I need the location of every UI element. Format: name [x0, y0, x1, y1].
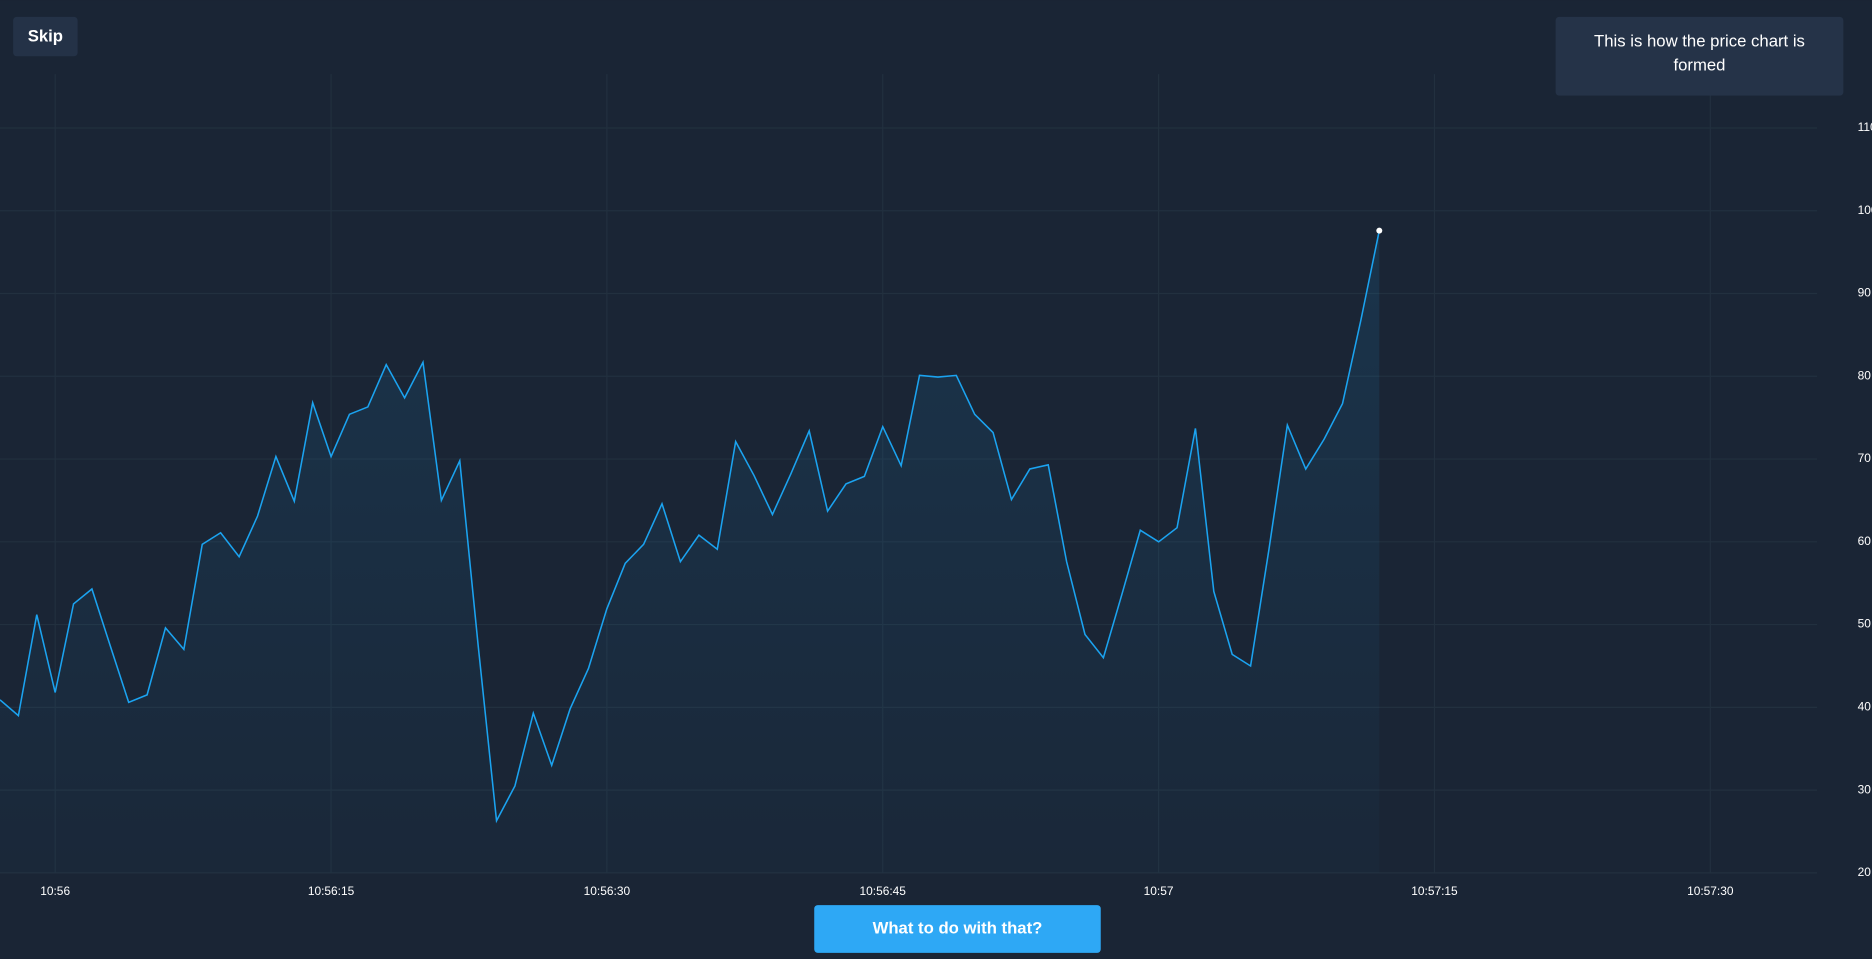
cta-label[interactable]: What to do with that? — [873, 918, 1043, 937]
skip-label[interactable]: Skip — [28, 27, 63, 46]
x-tick-label: 10:56:15 — [308, 884, 355, 898]
last-point — [1376, 227, 1383, 234]
y-tick-label: 50 — [1858, 617, 1872, 631]
x-tick-label: 10:56:45 — [860, 884, 907, 898]
area — [0, 230, 1380, 873]
x-tick-label: 10:57:15 — [1411, 884, 1458, 898]
tooltip-text: This is how the price chart is formed — [1594, 31, 1805, 75]
price-line — [0, 230, 1381, 824]
y-tick-label: 40 — [1858, 700, 1872, 714]
x-tick-label: 10:57 — [1144, 884, 1174, 898]
tooltip-box: This is how the price chart is formed — [1594, 31, 1805, 75]
x-tick-label: 10:57:30 — [1687, 884, 1734, 898]
y-tick-label: 30 — [1858, 782, 1872, 796]
y-tick-label: 80 — [1858, 368, 1872, 382]
x-tick-label: 10:56 — [40, 884, 70, 898]
tooltip — [1555, 16, 1844, 96]
x-tick-label: 10:56:30 — [584, 884, 631, 898]
y-tick-label: 90 — [1858, 286, 1872, 300]
cta-button[interactable] — [814, 905, 1101, 953]
skip-button[interactable] — [13, 16, 78, 57]
y-tick-label: 20 — [1858, 865, 1872, 879]
y-tick-label: 100 — [1858, 203, 1872, 217]
y-tick-label: 110 — [1858, 120, 1872, 134]
y-tick-label: 60 — [1858, 534, 1872, 548]
y-tick-label: 70 — [1858, 451, 1872, 465]
